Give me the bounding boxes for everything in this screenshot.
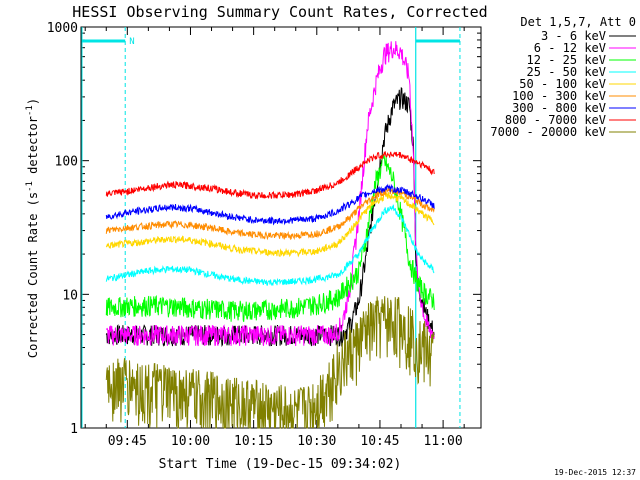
series-line: [105, 183, 435, 226]
series-line: [105, 204, 435, 287]
series-line: [105, 41, 435, 347]
series-line: [105, 151, 435, 200]
series-line: [105, 154, 435, 322]
y-axis-label: Corrected Count Rate (s-1 detector-1): [25, 98, 40, 358]
y-axis-label-exponent: -1: [25, 181, 35, 192]
x-tick-label: 10:30: [297, 434, 336, 449]
x-tick-label: 10:15: [234, 434, 273, 449]
y-tick-label: 1000: [47, 21, 78, 36]
series-line: [105, 191, 435, 258]
legend-label: 6 - 12 keV: [534, 41, 606, 55]
x-tick-label: 11:00: [424, 434, 463, 449]
y-axis-label-exponent: -1: [25, 105, 35, 116]
legend-label: 12 - 25 keV: [527, 53, 606, 67]
chart-title: HESSI Observing Summary Count Rates, Cor…: [72, 3, 487, 21]
legend-label: 7000 - 20000 keV: [490, 125, 606, 139]
series-lines: [105, 41, 435, 429]
series-line: [105, 296, 435, 429]
legend-label: 50 - 100 keV: [519, 77, 606, 91]
n-marker-label: N: [129, 37, 134, 47]
x-axis-label: Start Time (19-Dec-15 09:34:02): [159, 457, 402, 472]
legend-label: 300 - 800 keV: [512, 101, 606, 115]
legend-label: 25 - 50 keV: [527, 65, 606, 79]
y-axis-label-part: ): [26, 98, 40, 105]
timestamp: 19-Dec-2015 12:37: [554, 468, 636, 477]
y-tick-label: 10: [62, 288, 78, 303]
series-line: [105, 186, 435, 241]
plot-frame: [80, 26, 482, 429]
y-axis-label-part: Corrected Count Rate (s: [26, 192, 40, 358]
legend-label: 3 - 6 keV: [541, 29, 606, 43]
legend-label: 800 - 7000 keV: [505, 113, 606, 127]
x-tick-label: 10:45: [360, 434, 399, 449]
y-tick-label: 100: [55, 155, 78, 170]
x-tick-label: 10:00: [171, 434, 210, 449]
axis-ticks: 09:45 10:00 10:15 10:30 10:45 11:00 1 10 100 1000: [47, 21, 481, 449]
y-tick-label: 1: [70, 422, 78, 437]
legend-label: 100 - 300 keV: [512, 89, 606, 103]
x-tick-label: 09:45: [108, 434, 147, 449]
legend-title: Det 1,5,7, Att 0: [520, 15, 636, 29]
y-axis-label-part: detector: [26, 116, 40, 181]
